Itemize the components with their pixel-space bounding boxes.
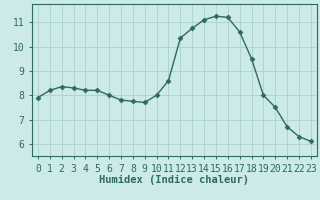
X-axis label: Humidex (Indice chaleur): Humidex (Indice chaleur) — [100, 175, 249, 185]
